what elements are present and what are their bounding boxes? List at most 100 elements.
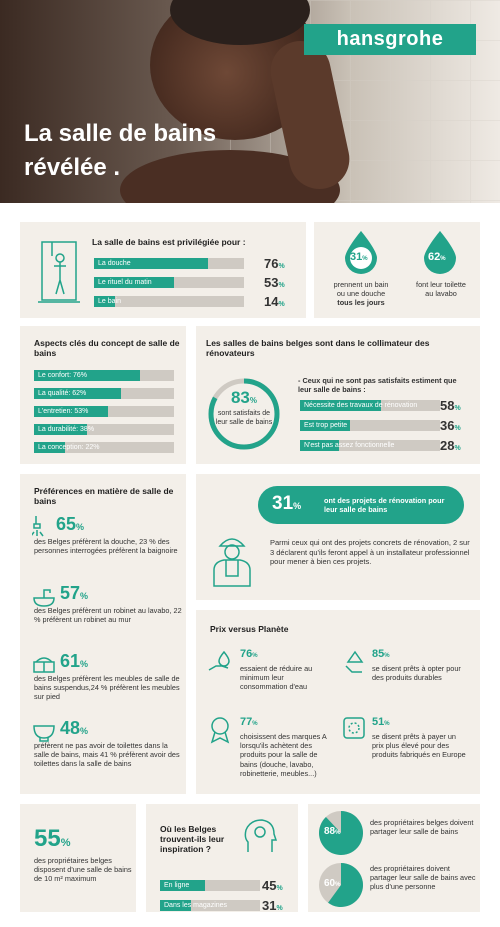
renovators-lead: - Ceux qui ne sont pas satisfaits estime… bbox=[298, 376, 457, 395]
pref-2-value: 61% bbox=[60, 651, 89, 671]
inspiration-card: Où les Belges trouvent-ils leur inspirat… bbox=[146, 804, 298, 913]
planet-1-text: se disent prêts à opter pour des produit… bbox=[372, 664, 461, 683]
shower-head-icon bbox=[32, 516, 44, 537]
drop-31-icon bbox=[345, 231, 377, 274]
hero-title-line1: La salle de bains bbox=[24, 120, 217, 147]
share-1-text: des propriétaires doivent partager leur … bbox=[370, 864, 476, 892]
privileged-bar-0: La douche bbox=[94, 258, 244, 269]
inspiration-bar-fill bbox=[160, 900, 191, 911]
aspects-bar-3: La durabilité: 38% bbox=[34, 424, 174, 435]
renovators-value-1: 36% bbox=[440, 418, 461, 433]
renovators-bar-label: N'est pas assez fonctionnelle bbox=[304, 442, 395, 449]
aspects-bar-4: La conception: 22% bbox=[34, 442, 174, 453]
aspects-bar-label: La conception: 22% bbox=[38, 444, 100, 451]
renovators-title: Les salles de bains belges sont dans le … bbox=[206, 338, 430, 358]
projects-banner-value: 31% bbox=[272, 493, 302, 514]
share-88-pie bbox=[319, 811, 363, 855]
drops-card: 31% prennent un bain ou une douche tous le… bbox=[314, 222, 480, 318]
aspects-bar-label: L'entretien: 53% bbox=[38, 408, 89, 415]
inspiration-bar-0: En ligne bbox=[160, 880, 260, 891]
privileged-card: La salle de bains est privilégiée pour :… bbox=[20, 222, 306, 318]
eu-stars-icon bbox=[343, 717, 365, 739]
aspects-bar-fill bbox=[34, 388, 121, 399]
floor-value: 55% bbox=[34, 825, 71, 852]
share-0-text: des propriétaires belges doivent partage… bbox=[370, 818, 474, 837]
share-0-value: 88% bbox=[324, 826, 341, 837]
privileged-bar-label: La douche bbox=[98, 260, 131, 267]
share-60-pie bbox=[319, 863, 363, 907]
drop-31-value: 31% bbox=[350, 251, 368, 263]
aspects-bar-0: Le confort: 76% bbox=[34, 370, 174, 381]
planet-0-value: 76% bbox=[240, 648, 258, 660]
share-1-value: 60% bbox=[324, 878, 341, 889]
planet-0-text: essaient de réduire au minimum leur cons… bbox=[240, 664, 313, 692]
privileged-bar-1: Le rituel du matin bbox=[94, 277, 244, 288]
renovators-bar-fill bbox=[300, 400, 382, 411]
drop-62-text: font leur toilette au lavabo bbox=[416, 280, 466, 299]
preferences-card: Préférences en matière de salle de bains… bbox=[20, 474, 186, 794]
renovators-value-2: 28% bbox=[440, 438, 461, 453]
drop-62-icon bbox=[424, 231, 456, 274]
brand-logo: hansgrohe bbox=[304, 24, 476, 55]
aspects-bar-fill bbox=[34, 406, 109, 417]
privileged-bar-fill bbox=[94, 258, 208, 269]
floor-text: des propriétaires belges disposent d'une… bbox=[34, 856, 132, 884]
privileged-bar-fill bbox=[94, 277, 174, 288]
hero-title-line2: révélée . bbox=[24, 154, 121, 181]
projects-banner bbox=[258, 486, 464, 524]
gauge-text: sont satisfaits de leur salle de bains bbox=[215, 410, 273, 426]
cabinet-icon bbox=[33, 657, 55, 673]
installer-text: Parmi ceux qui ont des projets concrets … bbox=[270, 538, 470, 566]
pref-2-text: des Belges préfèrent les meubles de sall… bbox=[34, 674, 180, 702]
inspiration-bar-label: En ligne bbox=[164, 882, 190, 889]
renovators-bar-label: Est trop petite bbox=[304, 422, 348, 429]
privileged-bar-fill bbox=[94, 296, 115, 307]
drop-31-text: prennent un bain ou une douche tous les jo… bbox=[333, 280, 389, 308]
preferences-title: Préférences en matière de salle de bains bbox=[34, 486, 174, 506]
pref-1-value: 57% bbox=[60, 583, 89, 603]
hero-title: La salle de bains révélée . bbox=[24, 117, 216, 185]
shower-icon bbox=[38, 241, 80, 303]
sharing-card: 88% des propriétaires belges doivent par… bbox=[308, 804, 480, 912]
planet-1-value: 85% bbox=[372, 648, 390, 660]
planet-card: Prix versus Planète 76% essaient de rédu… bbox=[196, 610, 480, 794]
recycle-icon bbox=[345, 650, 364, 673]
head-bulb-icon bbox=[244, 819, 278, 852]
planet-2-text: choisissent des marques A lorsqu'ils ach… bbox=[240, 732, 327, 778]
aspects-bar-fill bbox=[34, 370, 141, 381]
planet-3-text: se disent prêts à payer un prix plus éle… bbox=[372, 732, 466, 760]
renovators-bar-label: Nécessite des travaux de rénovation bbox=[304, 402, 418, 409]
aspects-bar-2: L'entretien: 53% bbox=[34, 406, 174, 417]
inspiration-bar-label: Dans les magazines bbox=[164, 902, 228, 909]
renovation-projects-card: 31% ont des projets de rénovation pour l… bbox=[196, 474, 480, 600]
pref-1-text: des Belges préfèrent un robinet au lavab… bbox=[34, 606, 182, 625]
pref-0-text: des Belges préfèrent la douche, 23 % des… bbox=[34, 537, 178, 556]
pref-0-value: 65% bbox=[56, 514, 85, 534]
aspects-bar-label: Le confort: 76% bbox=[38, 372, 88, 379]
aspects-bar-label: La durabilité: 38% bbox=[38, 426, 95, 433]
inspiration-bar-1: Dans les magazines bbox=[160, 900, 260, 911]
hand-drop-icon bbox=[208, 650, 230, 671]
projects-banner-text: ont des projets de rénovation pour leur … bbox=[324, 496, 445, 515]
floor-card: 55% des propriétaires belges disposent d… bbox=[20, 804, 136, 912]
renovators-bar-2: N'est pas assez fonctionnelle bbox=[300, 440, 440, 451]
renovators-bar-fill bbox=[300, 440, 340, 451]
installer-icon bbox=[213, 538, 251, 587]
pref-3-text: préfèrent ne pas avoir de toilettes dans… bbox=[34, 741, 180, 769]
planet-2-value: 77% bbox=[240, 716, 258, 728]
aspects-card: Aspects clés du concept de salle de bain… bbox=[20, 326, 186, 464]
inspiration-title: Où les Belges trouvent-ils leur inspirat… bbox=[160, 824, 225, 854]
privileged-value-2: 14% bbox=[264, 294, 285, 309]
drop-62-value: 62% bbox=[428, 251, 446, 263]
renovators-card: Les salles de bains belges sont dans le … bbox=[196, 326, 480, 464]
renovators-bar-0: Nécessite des travaux de rénovation bbox=[300, 400, 440, 411]
satisfaction-gauge bbox=[208, 378, 280, 450]
renovators-bar-fill bbox=[300, 420, 351, 431]
hero-image: hansgrohe La salle de bains révélée . bbox=[0, 0, 500, 203]
privileged-bar-2: Le bain bbox=[94, 296, 244, 307]
gauge-value: 83% bbox=[230, 388, 258, 407]
renovators-value-0: 58% bbox=[440, 398, 461, 413]
faucet-icon bbox=[33, 589, 55, 607]
privileged-value-1: 53% bbox=[264, 275, 285, 290]
planet-3-value: 51% bbox=[372, 716, 390, 728]
